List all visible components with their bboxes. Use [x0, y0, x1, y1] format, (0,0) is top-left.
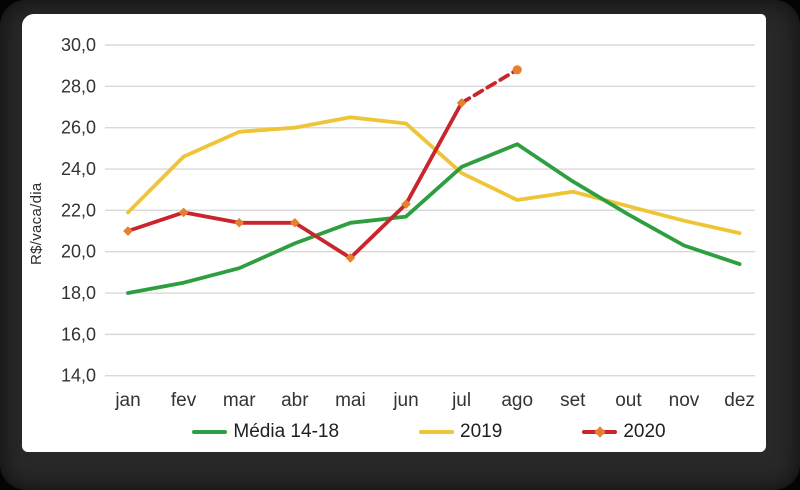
legend-label-2020: 2020: [623, 421, 666, 442]
x-tick-label: jan: [114, 390, 140, 411]
y-tick-label: 26,0: [61, 118, 96, 138]
marker-2020-mar: [234, 217, 245, 228]
legend-item-2020: 2020: [582, 421, 666, 443]
x-tick-label: mai: [335, 390, 366, 411]
x-tick-label: abr: [281, 390, 309, 411]
y-tick-label: 18,0: [61, 283, 96, 303]
x-tick-label: ago: [501, 390, 533, 411]
series-line-media-14-18: [126, 142, 742, 295]
y-axis-title: R$/vaca/dia: [28, 182, 45, 266]
chart-card: R$/vaca/dia 30,0 28,0 26,0 24,0 22,0 20,0 18,0…: [22, 14, 766, 452]
y-tick-label: 14,0: [61, 366, 96, 386]
y-tick-label: 24,0: [61, 159, 96, 179]
y-tick-label: 22,0: [61, 200, 96, 220]
chart-legend: Média 14-18 2019 2020: [92, 421, 766, 443]
marker-2020-jan: [123, 226, 133, 236]
y-tick-label: 30,0: [61, 35, 96, 55]
x-tick-label: set: [560, 390, 586, 411]
x-tick-label: fev: [171, 390, 197, 411]
legend-item-media-14-18: Média 14-18: [192, 421, 339, 443]
legend-marker-2020: [594, 426, 606, 438]
x-tick-label: nov: [669, 390, 700, 411]
y-tick-label: 28,0: [61, 76, 96, 96]
y-tick-label: 16,0: [61, 324, 96, 344]
marker-2020-ago: [512, 65, 522, 75]
legend-label-media-14-18: Média 14-18: [233, 421, 340, 442]
x-tick-label: jun: [392, 390, 418, 411]
x-tick-label: out: [615, 390, 642, 411]
series-line-2019: [126, 115, 742, 235]
x-tick-label: jul: [451, 390, 471, 411]
x-tick-label: dez: [724, 390, 755, 411]
legend-swatch-2020: [582, 426, 618, 438]
series-line-dashed-2020: [459, 67, 520, 105]
y-tick-label: 20,0: [61, 242, 96, 262]
x-tick-label: mar: [223, 390, 256, 411]
line-chart: 30,0 28,0 26,0 24,0 22,0 20,0 18,0 16,0 14,0 jan f…: [61, 35, 755, 411]
legend-swatch-media-14-18: [192, 430, 228, 434]
legend-swatch-2019: [419, 430, 455, 434]
legend-label-2019: 2019: [460, 421, 503, 442]
marker-2020-fev: [178, 207, 189, 218]
legend-item-2019: 2019: [419, 421, 502, 443]
